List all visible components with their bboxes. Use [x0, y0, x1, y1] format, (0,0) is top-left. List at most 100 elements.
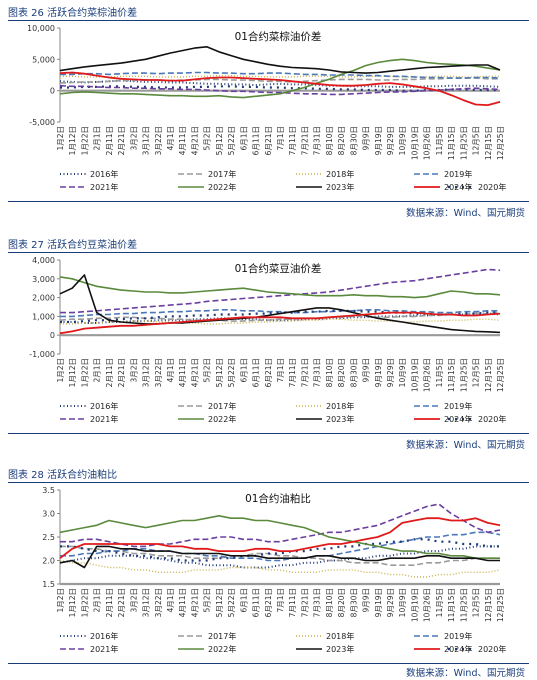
- legend-label: 2023年: [326, 644, 354, 654]
- x-tick-label: 6月1日: [239, 126, 248, 151]
- chart-3-bottom-rule: [8, 663, 529, 664]
- series-line: [59, 84, 501, 96]
- x-tick-label: 1月12日: [68, 358, 77, 387]
- chart-3-svg: 01合约油粕比 1.5 2.0 2.5 3.0 3.5 1月2日 1月12日 1月22日 2月1日…: [42, 486, 506, 654]
- legend-label: 2019年: [444, 631, 472, 641]
- x-tick-label: 10月26日: [423, 126, 432, 160]
- series-line: [59, 545, 500, 569]
- y-tick-label: 1.5: [42, 580, 55, 589]
- chart-3-figure-label: 图表 28 活跃合约油粕比: [8, 470, 118, 481]
- x-tick-label: 11月5日: [435, 126, 444, 155]
- chart-1-svg: 01合约菜棕油价差 -5,000 0 5,000 10,000 1月2日 1月12日 1月22…: [27, 24, 506, 192]
- x-tick-label: 12月25日: [496, 358, 505, 392]
- x-tick-label: 6月21日: [264, 358, 273, 387]
- legend-label: 2019年: [444, 401, 472, 411]
- y-tick-label: 2.5: [42, 533, 55, 542]
- x-tick-label: 8月20日: [337, 358, 346, 387]
- x-tick-label: 8月30日: [349, 588, 358, 617]
- x-tick-label: 9月29日: [386, 358, 395, 387]
- x-tick-label: 1月22日: [80, 126, 89, 155]
- x-tick-label: 10月19日: [410, 588, 419, 622]
- series-line: [59, 77, 500, 84]
- x-tick-label: 11月15日: [447, 588, 456, 622]
- x-tick-label: 7月21日: [300, 588, 309, 617]
- x-tick-label: 5月22日: [227, 588, 236, 617]
- x-tick-label: 4月1日: [166, 126, 175, 151]
- legend-label: 2019年: [444, 169, 472, 179]
- x-tick-label: 11月15日: [447, 126, 456, 160]
- x-tick-label: 3月22日: [154, 126, 163, 155]
- legend-label: 2024年: [444, 414, 472, 424]
- x-tick-label: 2月21日: [117, 358, 126, 387]
- legend-label: 2021年: [90, 414, 118, 424]
- y-tick-label: 0: [50, 331, 55, 340]
- series-line: [59, 58, 501, 99]
- legend-label: 2017年: [208, 169, 236, 179]
- x-tick-label: 5月12日: [215, 588, 224, 617]
- series-line: [59, 274, 501, 334]
- legend-label: 2016年: [90, 401, 118, 411]
- series-line: [60, 308, 500, 318]
- x-tick-label: 2月21日: [117, 588, 126, 617]
- x-tick-label: 8月30日: [349, 358, 358, 387]
- y-tick-label: 10,000: [27, 24, 55, 33]
- x-tick-label: 3月12日: [142, 126, 151, 155]
- x-tick-label: 1月12日: [68, 126, 77, 155]
- x-tick-label: 1月12日: [68, 588, 77, 617]
- x-tick-label: 6月21日: [264, 126, 273, 155]
- x-tick-label: 1月2日: [56, 126, 65, 151]
- y-tick-label: 3.0: [42, 510, 55, 519]
- x-tick-label: 3月12日: [142, 588, 151, 617]
- chart-title: 01合约菜豆油价差: [235, 262, 322, 275]
- x-tick-label: 7月1日: [276, 358, 285, 383]
- x-tick-label: 5月2日: [203, 126, 212, 151]
- x-tick-label: 10月9日: [398, 126, 407, 155]
- chart-1-figure-label: 图表 26 活跃合约菜棕油价差: [8, 8, 138, 19]
- x-tick-label: 10月9日: [398, 588, 407, 617]
- x-tick-label: 7月11日: [288, 126, 297, 155]
- x-tick-label: 6月21日: [264, 588, 273, 617]
- y-tick-label: 1,000: [32, 312, 55, 321]
- x-tick-label: 3月2日: [129, 358, 138, 383]
- x-tick-label: 7月1日: [276, 126, 285, 151]
- y-tick-label: 0: [50, 87, 55, 96]
- chart-1-source: 数据来源：Wind、国元期货: [406, 208, 525, 219]
- legend-label: 2023年: [326, 414, 354, 424]
- series-line: [60, 74, 500, 78]
- legend-label: 2022年: [208, 414, 236, 424]
- legend-label: 2020年: [478, 414, 506, 424]
- series-line: [59, 559, 501, 578]
- x-tick-label: 3月2日: [129, 588, 138, 613]
- x-tick-label: 11月25日: [459, 358, 468, 392]
- x-tick-label: 10月9日: [398, 358, 407, 387]
- x-tick-label: 1月22日: [80, 358, 89, 387]
- legend-label: 2024年: [444, 644, 472, 654]
- x-tick-label: 11月5日: [435, 358, 444, 387]
- x-tick-label: 7月31日: [313, 588, 322, 617]
- legend-label: 2018年: [326, 169, 354, 179]
- x-tick-label: 3月22日: [154, 358, 163, 387]
- chart-2-figure-label: 图表 27 活跃合约豆菜油价差: [8, 240, 138, 251]
- x-tick-label: 12月15日: [484, 358, 493, 392]
- series-line: [59, 71, 501, 106]
- series-line: [60, 503, 501, 548]
- x-tick-label: 12月15日: [484, 126, 493, 160]
- x-tick-label: 12月5日: [472, 588, 481, 617]
- chart-1-top-rule: [8, 20, 529, 21]
- x-tick-label: 7月31日: [313, 126, 322, 155]
- legend-label: 2016年: [90, 169, 118, 179]
- x-tick-label: 2月1日: [93, 358, 102, 383]
- x-tick-label: 5月2日: [203, 588, 212, 613]
- x-tick-label: 8月30日: [349, 126, 358, 155]
- x-tick-label: 7月1日: [276, 588, 285, 613]
- x-tick-label: 1月2日: [56, 358, 65, 383]
- x-tick-label: 9月9日: [362, 126, 371, 151]
- series-line: [60, 268, 501, 314]
- series-line: [60, 545, 500, 566]
- legend-label: 2017年: [208, 631, 236, 641]
- legend-label: 2021年: [90, 182, 118, 192]
- x-tick-label: 7月31日: [313, 358, 322, 387]
- chart-3-source: 数据来源：Wind、国元期货: [406, 668, 525, 679]
- legend-label: 2018年: [326, 631, 354, 641]
- chart-title: 01合约菜棕油价差: [235, 30, 322, 43]
